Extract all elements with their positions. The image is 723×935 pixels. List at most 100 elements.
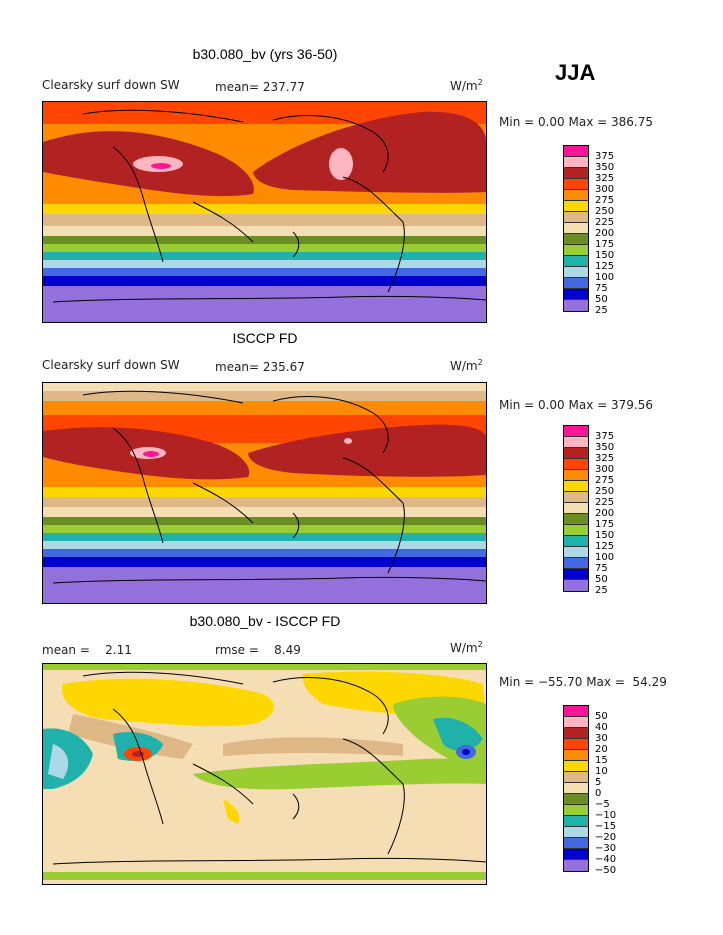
colorbar-level-label: 15 <box>595 755 608 766</box>
colorbar-level-label: 250 <box>595 206 615 217</box>
colorbar-swatch <box>564 750 588 761</box>
panel1-range: Min = 0.00 Max = 386.75 <box>499 115 653 129</box>
panel3-mean: mean = 2.11 <box>42 643 132 657</box>
colorbar-swatch <box>564 278 588 289</box>
colorbar-swatch <box>564 201 588 212</box>
colorbar-level-label: 175 <box>595 239 615 250</box>
colorbar-swatch <box>564 168 588 179</box>
colorbar-swatch <box>564 470 588 481</box>
colorbar-level-label: −50 <box>595 865 617 876</box>
colorbar-swatch <box>564 838 588 849</box>
colorbar-swatch <box>564 448 588 459</box>
colorbar-swatch <box>564 794 588 805</box>
panel2-map <box>42 382 487 604</box>
season-label: JJA <box>555 60 596 85</box>
panel2-map-svg <box>43 383 486 603</box>
colorbar-level-label: 350 <box>595 162 615 173</box>
panel2-units: W/m2 <box>450 358 483 373</box>
colorbar-swatch <box>564 234 588 245</box>
colorbar-level-label: −5 <box>595 799 610 810</box>
colorbar-level-label: 125 <box>595 261 615 272</box>
colorbar-level-label: −15 <box>595 821 617 832</box>
panel1-colorbar-labels: 375 350 325 300 275 250 225 200 175 150 125 100 75 50… <box>595 151 614 316</box>
colorbar-level-label: 150 <box>595 530 615 541</box>
colorbar-level-label: 375 <box>595 151 615 162</box>
colorbar-level-label: 25 <box>595 585 608 596</box>
colorbar-swatch <box>564 437 588 448</box>
colorbar-swatch <box>564 503 588 514</box>
colorbar-level-label: −40 <box>595 854 617 865</box>
colorbar-swatch <box>564 558 588 569</box>
colorbar-level-label: 25 <box>595 305 608 316</box>
panel1-units: W/m2 <box>450 78 483 93</box>
panel3-units: W/m2 <box>450 640 483 655</box>
colorbar-swatch <box>564 190 588 201</box>
panel3-map <box>42 663 487 885</box>
colorbar-swatch <box>564 783 588 794</box>
colorbar-swatch <box>564 146 588 157</box>
colorbar-level-label: 75 <box>595 283 608 294</box>
colorbar-swatch <box>564 536 588 547</box>
colorbar-level-label: −10 <box>595 810 617 821</box>
colorbar-level-label: −30 <box>595 843 617 854</box>
colorbar-level-label: 325 <box>595 453 615 464</box>
colorbar-level-label: 10 <box>595 766 608 777</box>
panel3-range: Min = −55.70 Max = 54.29 <box>499 675 667 689</box>
colorbar-level-label: 50 <box>595 294 608 305</box>
colorbar-swatch <box>564 514 588 525</box>
colorbar-swatch <box>564 739 588 750</box>
colorbar-swatch <box>564 157 588 168</box>
colorbar-level-label: 225 <box>595 217 615 228</box>
colorbar-swatch <box>564 728 588 739</box>
panel2-title: ISCCP FD <box>232 330 298 346</box>
colorbar-level-label: 0 <box>595 788 602 799</box>
panel3-colorbar <box>563 705 589 872</box>
colorbar-swatch <box>564 706 588 717</box>
colorbar-swatch <box>564 267 588 278</box>
colorbar-swatch <box>564 827 588 838</box>
colorbar-level-label: 20 <box>595 744 608 755</box>
panel3-rmse: rmse = 8.49 <box>215 643 301 657</box>
panel3-colorbar-labels: 50 40 30 20 15 10 5 0 −5 −10 −15 −20 −30 −40 −50 <box>595 711 616 876</box>
panel2-colorbar <box>563 425 589 592</box>
panel3-title: b30.080_bv - ISCCP FD <box>189 613 341 629</box>
colorbar-level-label: 275 <box>595 195 615 206</box>
colorbar-swatch <box>564 816 588 827</box>
colorbar-level-label: 5 <box>595 777 602 788</box>
colorbar-swatch <box>564 245 588 256</box>
colorbar-swatch <box>564 481 588 492</box>
colorbar-level-label: 225 <box>595 497 615 508</box>
colorbar-swatch <box>564 580 588 591</box>
colorbar-level-label: 125 <box>595 541 615 552</box>
colorbar-level-label: 30 <box>595 733 608 744</box>
colorbar-level-label: 50 <box>595 711 608 722</box>
colorbar-swatch <box>564 547 588 558</box>
panel2-range: Min = 0.00 Max = 379.56 <box>499 398 653 412</box>
colorbar-swatch <box>564 212 588 223</box>
panel1-title: b30.080_bv (yrs 36-50) <box>192 46 338 62</box>
colorbar-level-label: 300 <box>595 464 615 475</box>
colorbar-swatch <box>564 717 588 728</box>
colorbar-swatch <box>564 223 588 234</box>
colorbar-swatch <box>564 256 588 267</box>
colorbar-level-label: 100 <box>595 272 615 283</box>
colorbar-level-label: 40 <box>595 722 608 733</box>
colorbar-level-label: −20 <box>595 832 617 843</box>
colorbar-swatch <box>564 860 588 871</box>
colorbar-level-label: 100 <box>595 552 615 563</box>
colorbar-swatch <box>564 300 588 311</box>
colorbar-level-label: 200 <box>595 228 615 239</box>
panel2-subtitle: Clearsky surf down SW <box>42 358 180 372</box>
colorbar-swatch <box>564 805 588 816</box>
colorbar-swatch <box>564 849 588 860</box>
panel2-mean: mean= 235.67 <box>215 360 305 374</box>
colorbar-swatch <box>564 569 588 580</box>
colorbar-level-label: 200 <box>595 508 615 519</box>
colorbar-swatch <box>564 179 588 190</box>
colorbar-swatch <box>564 772 588 783</box>
colorbar-level-label: 175 <box>595 519 615 530</box>
colorbar-swatch <box>564 289 588 300</box>
colorbar-level-label: 350 <box>595 442 615 453</box>
colorbar-level-label: 300 <box>595 184 615 195</box>
colorbar-swatch <box>564 492 588 503</box>
